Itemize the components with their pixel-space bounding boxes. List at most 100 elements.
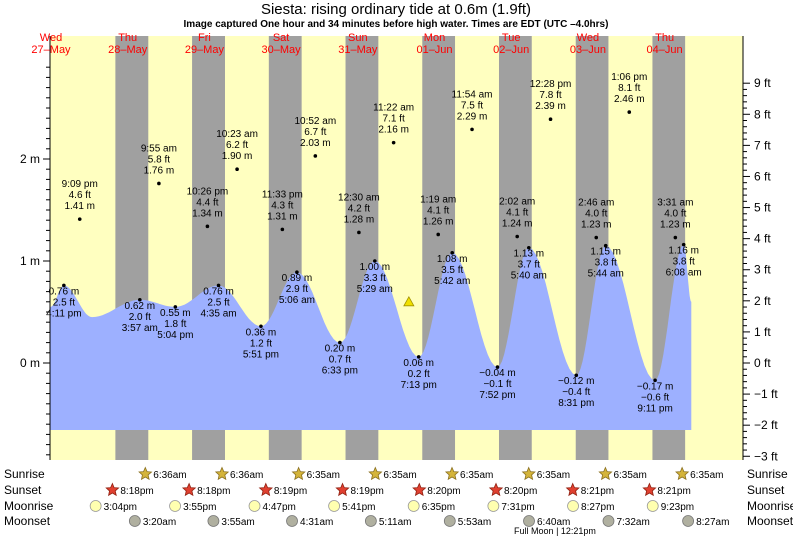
sunset-icon: [412, 482, 427, 497]
chart-title: Siesta: rising ordinary tide at 0.6m (1.…: [261, 1, 531, 18]
tide-event-label: 5:04 pm: [157, 330, 193, 341]
tide-event-label: 3.3 ft: [364, 273, 386, 284]
row-label-left: Sunset: [4, 483, 42, 497]
moonrise-time: 4:47pm: [263, 502, 296, 513]
tide-event-label: −0.17 m: [637, 381, 673, 392]
tide-event-dot: [653, 378, 657, 383]
tide-event-dot: [574, 373, 579, 378]
moonrise-icon: [328, 500, 341, 512]
sunrise-icon: [598, 466, 613, 481]
moonrise-icon: [169, 500, 181, 512]
tide-event-label: −0.1 ft: [483, 379, 511, 390]
moonset-icon: [207, 515, 220, 527]
tide-event-label: 1.31 m: [267, 211, 298, 222]
right-tick-label: 5 ft: [754, 201, 771, 215]
tide-event-label: 10:23 am: [216, 129, 258, 140]
day-label-date: 02–Jun: [493, 44, 529, 56]
tide-event-label: 4.2 ft: [348, 203, 370, 214]
tide-event-label: 2.0 ft: [129, 312, 151, 323]
tide-event-dot: [357, 230, 361, 235]
axes: 2 m 1 m 0 m 9 ft 8 ft 7 ft 6 ft 5 ft 4 ft 3 ft 2 f…: [20, 36, 778, 463]
tide-event-label: 10:26 pm: [187, 186, 229, 197]
moonset-icon: [682, 515, 695, 527]
tide-event-label: 0.36 m: [246, 327, 277, 338]
day-label-dow: Tue: [502, 32, 521, 44]
tide-event-label: 10:52 am: [294, 116, 336, 127]
sunrise-icon: [291, 466, 306, 481]
tide-event-dot: [157, 181, 161, 186]
sunset-time: 8:19pm: [351, 486, 384, 497]
moonrise-time: 3:04pm: [104, 502, 137, 513]
tide-event-label: 2.29 m: [457, 111, 488, 122]
tide-event-label: 7.1 ft: [383, 114, 405, 125]
tide-event-dot: [470, 127, 474, 132]
tide-event-label: 1.41 m: [64, 201, 95, 212]
right-tick-label: −2 ft: [754, 418, 778, 432]
tide-event-label: 7.8 ft: [539, 90, 561, 101]
tide-event-label: 4.1 ft: [427, 205, 449, 216]
tide-event-label: 2.5 ft: [53, 297, 75, 308]
tide-event-label: 4.0 ft: [664, 209, 686, 220]
right-tick-label: 3 ft: [754, 263, 771, 277]
day-label-date: 27–May: [31, 44, 71, 56]
tide-event-label: 11:33 pm: [262, 189, 303, 200]
right-tick-label: 9 ft: [754, 76, 771, 90]
moonrise-icon: [248, 500, 261, 512]
tide-event-label: 5:06 am: [279, 295, 315, 306]
moonrise-icon: [487, 500, 500, 512]
tide-event-label: 1:19 am: [420, 194, 456, 205]
sunrise-icon: [444, 466, 460, 481]
moonrise-icon: [646, 500, 659, 512]
tide-event-label: 1.2 ft: [250, 338, 272, 349]
tide-event-label: 0.62 m: [125, 301, 156, 312]
tide-event-dot: [138, 297, 142, 302]
tide-event-label: 2.9 ft: [286, 284, 308, 295]
sunrise-time: 6:36am: [153, 470, 186, 481]
moonrise-time: 9:23pm: [661, 502, 694, 513]
tide-event-dot: [259, 324, 263, 329]
tide-event-label: 3.8 ft: [673, 257, 695, 268]
row-label-right: Sunrise: [747, 467, 788, 481]
tide-event-label: 5:51 pm: [243, 349, 279, 360]
right-tick-label: −3 ft: [754, 449, 778, 463]
right-tick-label: 8 ft: [754, 107, 771, 121]
tide-event-label: 3.8 ft: [595, 258, 617, 269]
day-label-dow: Fri: [198, 32, 211, 44]
tide-event-label: 4.6 ft: [69, 190, 91, 201]
tide-event-label: 4.4 ft: [196, 197, 218, 208]
right-tick-label: 7 ft: [754, 138, 771, 152]
full-moon-note: Full Moon | 12:21pm: [514, 526, 596, 536]
tide-event-label: 1.26 m: [423, 216, 454, 227]
tide-event-dot: [515, 234, 519, 239]
tide-event-dot: [594, 235, 599, 240]
tide-event-label: 4.3 ft: [271, 200, 293, 211]
tide-event-dot: [495, 365, 500, 369]
tide-event-dot: [373, 259, 377, 263]
sunrise-icon: [138, 466, 153, 481]
right-tick-label: 0 ft: [754, 356, 771, 370]
day-label-date: 31–May: [338, 44, 378, 56]
tide-event-dot: [295, 270, 299, 275]
row-label-right: Moonset: [747, 514, 793, 528]
tide-event-label: 7:13 pm: [401, 380, 437, 391]
sunrise-icon: [214, 466, 230, 481]
tide-event-dot: [548, 117, 553, 122]
moonrise-icon: [407, 500, 420, 512]
row-label-right: Moonrise: [747, 499, 793, 513]
sunrise-time: 6:35am: [613, 470, 646, 481]
tide-event-dot: [681, 242, 686, 247]
tide-event-label: −0.6 ft: [641, 392, 669, 403]
tide-event-dot: [280, 227, 285, 232]
sunrise-time: 6:35am: [460, 470, 493, 481]
tide-event-label: 1.24 m: [502, 219, 533, 230]
sun-moon-table: Sunrise Sunrise Sunset Sunset Moonrise Moonri…: [4, 466, 793, 536]
tide-event-label: 4:11 pm: [46, 308, 81, 319]
tide-event-dot: [313, 154, 318, 158]
moonrise-time: 5:41pm: [342, 502, 375, 513]
tide-event-label: 2.46 m: [614, 94, 645, 105]
sunset-icon: [565, 482, 580, 497]
sunrise-time: 6:36am: [230, 470, 263, 481]
tide-event-label: 1.34 m: [192, 208, 223, 219]
tide-event-dot: [62, 283, 66, 288]
